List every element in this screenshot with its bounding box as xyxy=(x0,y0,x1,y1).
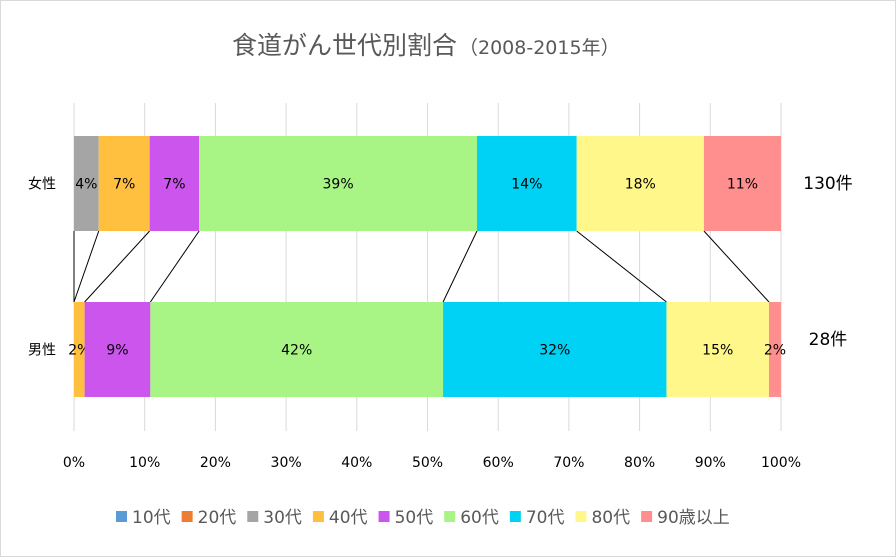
bar-segment xyxy=(74,302,85,397)
bar-segment xyxy=(703,136,781,231)
y-category-label: 男性 xyxy=(28,343,56,359)
count-label: 130件 xyxy=(803,174,852,194)
legend-label: 20代 xyxy=(198,508,237,528)
x-tick-label: 90% xyxy=(695,455,726,471)
legend-label: 60代 xyxy=(460,508,499,528)
bar-segment xyxy=(150,302,444,397)
legend: 10代 20代 30代 40代 50代 60代 70代 80代 90歳以上 xyxy=(116,508,730,528)
x-tick-label: 0% xyxy=(63,455,85,471)
series-line xyxy=(84,230,151,303)
legend-label: 90歳以上 xyxy=(657,508,730,528)
x-tick-label: 60% xyxy=(483,455,514,471)
data-label: 39% xyxy=(323,177,354,193)
bar-segment xyxy=(149,136,200,231)
data-label: 42% xyxy=(281,343,312,359)
series-line xyxy=(73,230,100,303)
legend-item: 70代 xyxy=(509,508,565,528)
legend-label: 70代 xyxy=(526,508,565,528)
bar-segment xyxy=(443,302,667,397)
legend-swatch xyxy=(116,511,127,522)
x-tick-label: 80% xyxy=(624,455,655,471)
data-label: 11% xyxy=(727,177,758,193)
legend-swatch xyxy=(312,511,324,522)
count-annotations: 130件 28件 xyxy=(803,174,852,350)
series-line xyxy=(149,230,200,303)
data-label: 7% xyxy=(113,177,135,193)
data-label: 7% xyxy=(163,177,185,193)
legend-swatch xyxy=(247,511,259,522)
legend-swatch xyxy=(181,511,193,522)
data-label: 18% xyxy=(625,177,656,193)
x-tick-label: 40% xyxy=(341,455,372,471)
legend-label: 40代 xyxy=(329,508,368,528)
series-line xyxy=(576,230,667,303)
data-label: 9% xyxy=(106,343,128,359)
legend-item: 10代 xyxy=(116,508,171,528)
data-label: 4% xyxy=(75,177,97,193)
legend-swatch xyxy=(575,511,587,522)
series-connector-lines xyxy=(73,230,770,303)
bar-segment xyxy=(74,136,99,231)
legend-swatch xyxy=(509,511,521,522)
x-tick-label: 70% xyxy=(553,455,584,471)
legend-item: 80代 xyxy=(575,508,630,528)
legend-label: 50代 xyxy=(395,508,434,528)
data-label: 14% xyxy=(511,177,542,193)
legend-item: 50代 xyxy=(378,508,434,528)
legend-label: 80代 xyxy=(591,508,630,528)
data-label: 32% xyxy=(539,343,570,359)
data-label: 2% xyxy=(764,343,786,359)
x-tick-label: 10% xyxy=(129,455,160,471)
legend-label: 30代 xyxy=(263,508,302,528)
bar-segment xyxy=(576,136,704,231)
legend-swatch xyxy=(444,511,456,522)
bar-segment xyxy=(98,136,150,231)
series-line xyxy=(442,230,478,303)
series-line xyxy=(703,230,770,303)
legend-label: 10代 xyxy=(132,508,171,528)
legend-swatch xyxy=(641,511,653,522)
legend-item: 60代 xyxy=(444,508,499,528)
x-tick-label: 50% xyxy=(412,455,443,471)
legend-swatch xyxy=(378,511,390,522)
bar-segment xyxy=(476,136,577,231)
bar-segment xyxy=(768,302,781,397)
bar-segment xyxy=(199,136,477,231)
chart-subtitle: （2008-2015年） xyxy=(459,37,620,59)
bars: 4% 7% 7% 39% 14% 18% 11%2% 9% 42% 32% 15% 2% xyxy=(68,136,786,397)
x-tick-label: 100% xyxy=(761,455,801,471)
chart-title: 食道がん世代別割合 xyxy=(232,31,457,60)
x-tick-label: 20% xyxy=(200,455,231,471)
x-tick-label: 30% xyxy=(271,455,302,471)
legend-item: 20代 xyxy=(181,508,237,528)
data-label: 15% xyxy=(702,343,733,359)
legend-item: 40代 xyxy=(312,508,368,528)
bar-segment xyxy=(666,302,769,397)
bar-segment xyxy=(84,302,151,397)
legend-item: 30代 xyxy=(247,508,302,528)
count-label: 28件 xyxy=(809,330,848,350)
legend-item: 90歳以上 xyxy=(641,508,730,528)
x-axis-ticks: 0% 10% 20% 30% 40% 50% 60% 70% 80% 90% 100% xyxy=(63,455,801,471)
y-category-label: 女性 xyxy=(28,176,56,193)
